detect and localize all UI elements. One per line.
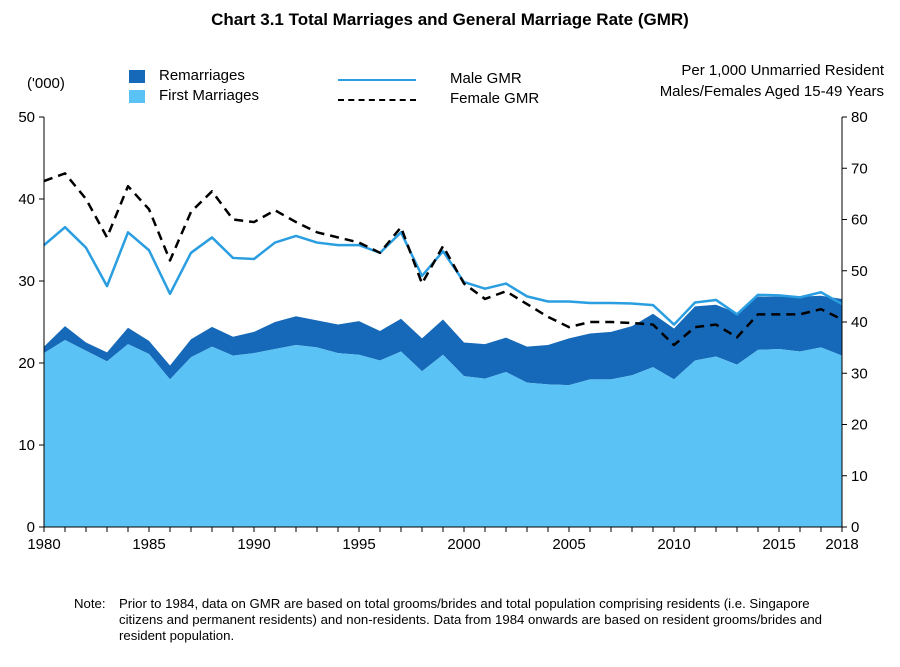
right-tick-label: 60 bbox=[851, 212, 868, 229]
note-text: Prior to 1984, data on GMR are based on … bbox=[119, 596, 823, 643]
left-tick-label: 40 bbox=[18, 191, 35, 208]
x-tick-label: 1990 bbox=[237, 536, 270, 553]
right-tick-label: 10 bbox=[851, 468, 868, 485]
legend-label-male-gmr: Male GMR bbox=[450, 70, 522, 87]
legend-swatch-first-marriages bbox=[129, 90, 145, 103]
legend-label-female-gmr: Female GMR bbox=[450, 90, 540, 107]
male-gmr-line bbox=[43, 225, 843, 326]
right-tick-label: 20 bbox=[851, 417, 868, 434]
left-tick-label: 50 bbox=[18, 109, 35, 126]
left-tick-label: 20 bbox=[18, 355, 35, 372]
right-tick-label: 0 bbox=[851, 519, 859, 536]
right-tick-label: 40 bbox=[851, 314, 868, 331]
first-marriages-area bbox=[44, 340, 842, 527]
legend-label-first-marriages: First Marriages bbox=[159, 87, 260, 104]
left-tick-label: 10 bbox=[18, 437, 35, 454]
right-tick-label: 70 bbox=[851, 160, 868, 177]
note-lead: Note: bbox=[74, 596, 106, 611]
x-tick-label: 2018 bbox=[825, 536, 858, 553]
chart-title: Chart 3.1 Total Marriages and General Ma… bbox=[211, 10, 689, 29]
right-axis-unit: Per 1,000 Unmarried Resident Males/Femal… bbox=[660, 60, 884, 102]
legend-label-remarriages: Remarriages bbox=[159, 67, 245, 84]
legend-line-male-gmr bbox=[338, 79, 416, 81]
right-tick-label: 30 bbox=[851, 365, 868, 382]
x-tick-label: 2015 bbox=[762, 536, 795, 553]
legend-line-female-gmr bbox=[338, 99, 416, 101]
x-tick-label: 1985 bbox=[132, 536, 165, 553]
female-gmr-line bbox=[43, 172, 843, 347]
left-tick-label: 30 bbox=[18, 273, 35, 290]
right-axis-unit-line1: Per 1,000 Unmarried Resident bbox=[681, 62, 884, 79]
right-tick-label: 80 bbox=[851, 109, 868, 126]
legend-swatch-remarriages bbox=[129, 70, 145, 83]
x-tick-label: 2000 bbox=[447, 536, 480, 553]
left-axis-unit: ('000) bbox=[27, 75, 65, 92]
remarriages-area bbox=[44, 295, 842, 386]
right-tick-label: 50 bbox=[851, 263, 868, 280]
left-tick-label: 0 bbox=[27, 519, 35, 536]
right-axis-unit-line2: Males/Females Aged 15-49 Years bbox=[659, 83, 884, 100]
x-tick-label: 1980 bbox=[27, 536, 60, 553]
x-tick-label: 1995 bbox=[342, 536, 375, 553]
chart-note: Note: Prior to 1984, data on GMR are bas… bbox=[74, 596, 834, 644]
x-tick-label: 2005 bbox=[552, 536, 585, 553]
x-tick-label: 2010 bbox=[657, 536, 690, 553]
